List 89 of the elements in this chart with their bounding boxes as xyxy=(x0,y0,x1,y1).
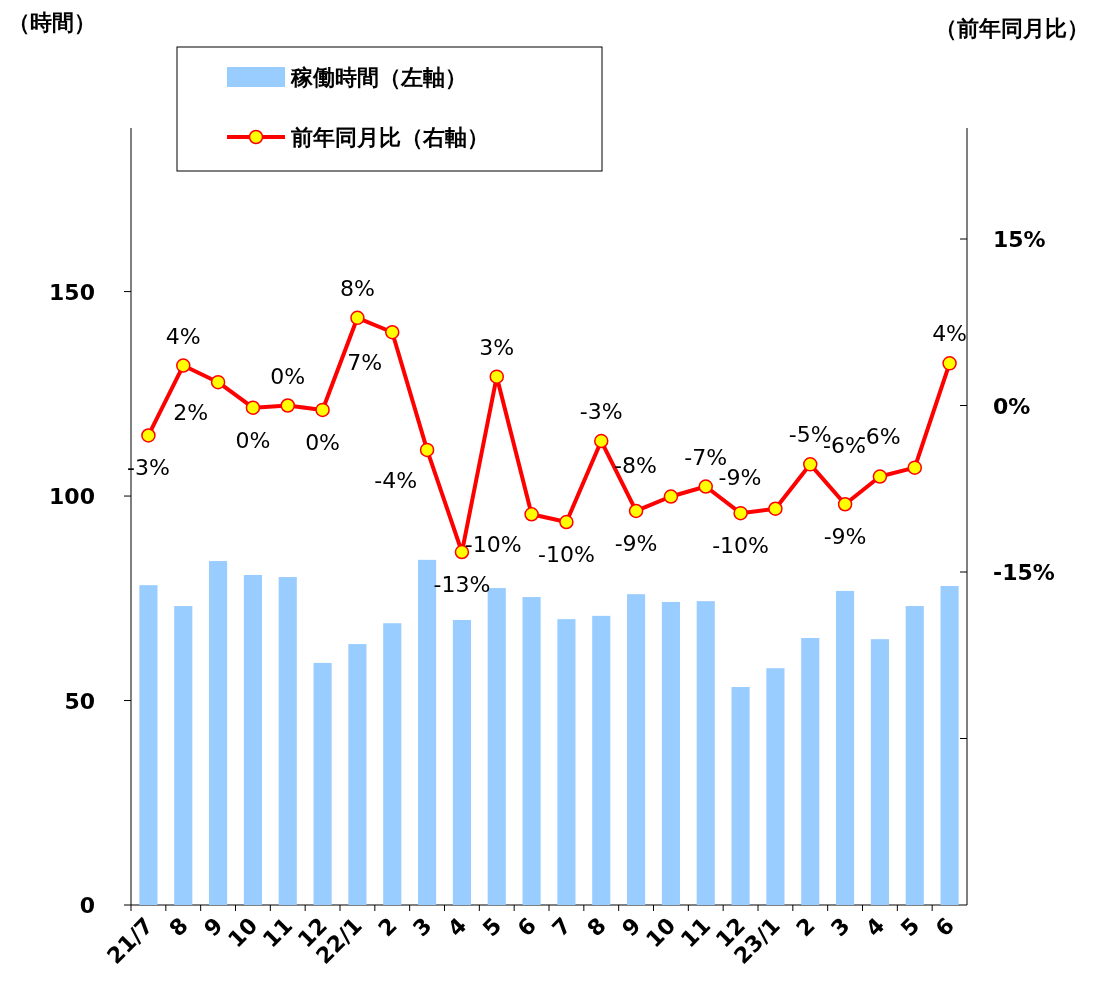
y-tick-label: 0 xyxy=(79,893,95,918)
data-label: -3% xyxy=(579,399,623,425)
point xyxy=(663,489,679,504)
point xyxy=(385,324,400,340)
x-tick-label: 5 xyxy=(477,912,507,942)
bar xyxy=(557,619,576,905)
y-axis-title: （時間） xyxy=(8,10,96,35)
y2-tick-label: 0% xyxy=(993,393,1031,419)
bar xyxy=(278,577,297,905)
x-tick-label: 8 xyxy=(164,912,193,942)
point xyxy=(628,503,644,519)
data-label: 0% xyxy=(305,429,341,455)
x-tick-label: 3 xyxy=(408,912,437,942)
data-label: 0% xyxy=(235,427,271,453)
legend-label: 前年同月比（右軸） xyxy=(290,125,489,150)
data-label: -10% xyxy=(464,532,522,558)
x-tick-label: 7 xyxy=(547,912,576,942)
x-tick-label: 5 xyxy=(895,912,925,942)
data-label: -10% xyxy=(712,533,770,559)
bar xyxy=(696,601,715,905)
bar xyxy=(905,606,924,905)
y-tick-label: 100 xyxy=(49,484,95,510)
data-label: 7% xyxy=(347,350,383,376)
data-label: 2% xyxy=(173,400,209,426)
bar xyxy=(313,662,332,905)
point xyxy=(419,442,435,458)
bar xyxy=(836,590,855,905)
y2-axis-title: （前年同月比） xyxy=(935,16,1089,41)
data-label: -8% xyxy=(614,452,657,478)
data-label: 3% xyxy=(479,334,515,360)
point xyxy=(803,457,818,472)
bar xyxy=(801,637,820,905)
legend-label: 稼働時間（左軸） xyxy=(290,65,467,90)
point xyxy=(524,507,539,522)
x-tick-label: 6 xyxy=(512,912,542,942)
point xyxy=(942,356,957,371)
bar xyxy=(243,574,262,905)
x-tick-label: 8 xyxy=(582,912,611,942)
y2-tick-label: -15% xyxy=(993,560,1055,585)
bar xyxy=(383,623,402,905)
point xyxy=(698,479,713,494)
bar xyxy=(940,586,959,905)
y2-tick-label: 15% xyxy=(993,227,1046,252)
point xyxy=(280,398,295,413)
bar xyxy=(627,594,646,905)
y-tick-label: 50 xyxy=(64,688,95,714)
y-tick-label: 150 xyxy=(49,279,95,305)
data-label: 4% xyxy=(165,323,201,349)
bar xyxy=(592,615,611,905)
bar xyxy=(522,597,541,905)
bar xyxy=(209,561,228,905)
bar xyxy=(139,585,158,905)
data-label: -3% xyxy=(126,455,170,481)
point xyxy=(350,310,365,326)
bar xyxy=(731,687,750,905)
point xyxy=(176,358,191,373)
x-tick-label: 6 xyxy=(930,912,960,942)
x-tick-label: 4 xyxy=(442,912,472,942)
point xyxy=(872,469,888,484)
data-label: 0% xyxy=(270,363,306,389)
point xyxy=(907,460,922,475)
x-tick-label: 3 xyxy=(826,912,855,942)
x-tick-label: 4 xyxy=(860,912,890,942)
data-label: -9% xyxy=(823,524,867,550)
point xyxy=(315,402,330,418)
data-label: -4% xyxy=(374,467,418,493)
bar xyxy=(174,606,193,905)
data-label: 4% xyxy=(932,321,968,347)
x-tick-label: 2 xyxy=(373,912,402,942)
point xyxy=(245,400,261,415)
data-label: -10% xyxy=(537,542,595,568)
bar xyxy=(661,601,680,905)
point xyxy=(733,505,748,521)
point xyxy=(489,369,504,384)
bar xyxy=(870,639,889,905)
bar xyxy=(348,644,367,905)
data-label: -13% xyxy=(433,572,491,598)
point xyxy=(210,374,226,390)
point xyxy=(837,497,853,512)
point xyxy=(594,433,609,449)
point xyxy=(141,428,156,443)
bar xyxy=(487,588,506,905)
data-label: -9% xyxy=(614,530,658,556)
bar xyxy=(452,619,471,905)
data-label: 8% xyxy=(339,275,375,301)
point xyxy=(559,514,574,530)
x-tick-label: 2 xyxy=(791,912,820,942)
point xyxy=(768,501,783,516)
bar xyxy=(766,668,785,905)
